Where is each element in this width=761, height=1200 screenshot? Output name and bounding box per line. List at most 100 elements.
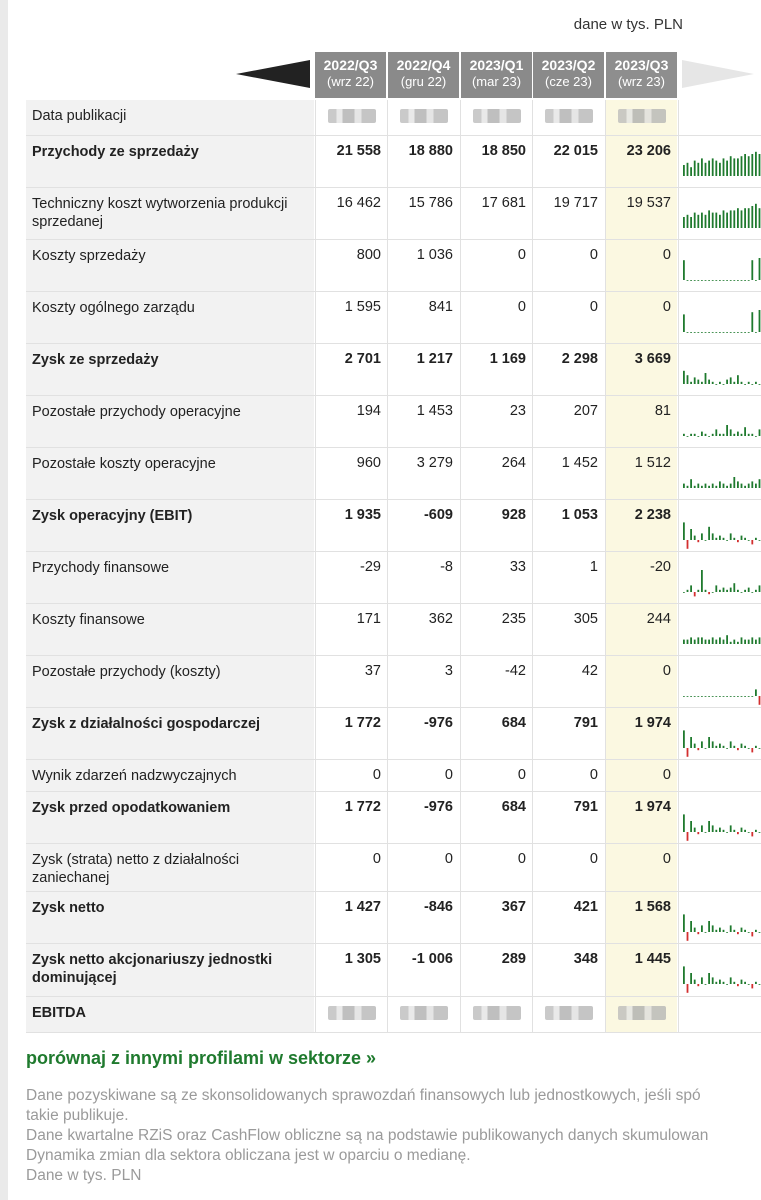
sparkline-bar [693,433,696,436]
sparkline-bar [729,696,732,697]
sparkline-bar [737,280,739,281]
sparkline-bar [697,162,700,176]
value-cell: 1 772 [315,708,387,759]
value-cell: 17 681 [460,188,532,239]
value-cell: 791 [532,708,604,759]
value-cell: 1 [532,552,604,603]
sparkline-bar [690,167,692,176]
sparkline-bar [737,375,739,384]
value-cell: -29 [315,552,387,603]
sparkline-bar [747,381,750,384]
sparkline-bar [722,587,725,592]
table-row: Zysk netto akcjonariuszy jednostki domin… [26,944,761,997]
value-cell: 305 [532,604,604,655]
sparkline-bar [711,381,714,384]
sparkline-bar [683,483,685,488]
sparkline-bar [701,825,703,832]
value-cell: 2 701 [315,344,387,395]
value-cell: -8 [387,552,459,603]
sparkline-bar [740,827,743,832]
value-cell: 0 [605,844,677,891]
value-cell: 15 786 [387,188,459,239]
sparkline-bar [697,932,700,935]
sparkline-bar [758,154,761,176]
sparkline-bar [740,332,743,333]
value-cell: 928 [460,500,532,551]
sparkline-bar [737,984,739,987]
sparkline-bar [690,921,692,932]
value-cell: 1 305 [315,944,387,996]
value-cell: 37 [315,656,387,707]
value-cell: 960 [315,448,387,499]
sparkline-bar [683,696,685,697]
sparkline-bar [755,332,757,333]
sparkline-bar [686,485,689,488]
sparkline-bar [711,158,714,176]
sparkline-bar [686,436,689,437]
sparkline-bar [747,639,750,644]
row-label: Przychody ze sprzedaży [26,136,314,187]
value-cell: 1 974 [605,708,677,759]
value-cell: 33 [460,552,532,603]
sparkline-bar [744,981,746,984]
value-cell: 22 015 [532,136,604,187]
sparkline-bar [686,748,689,757]
row-label: Pozostałe przychody (koszty) [26,656,314,707]
row-label: Przychody finansowe [26,552,314,603]
sparkline-bar [719,535,721,540]
compare-sector-link[interactable]: porównaj z innymi profilami w sektorze » [26,1048,377,1068]
sparkline-bar [751,984,754,989]
value-cell: 235 [460,604,532,655]
sparkline-bar [733,583,736,592]
sparkline-bar [686,162,689,176]
sparkline-bar [719,280,721,281]
sparkline-bar [683,966,685,984]
sparkline-cell [678,344,761,395]
column-quarter: 2023/Q2 [541,57,596,73]
sparkline-bar [755,436,757,437]
sparkline-bar [733,696,736,697]
next-period-arrow-icon[interactable] [682,60,754,88]
value-cell: 3 279 [387,448,459,499]
value-cell: 23 [460,396,532,447]
sparkline-bar [729,483,732,488]
sparkline-bar [697,280,700,281]
sparkline-bar [751,540,754,545]
sparkline-bar [704,984,707,985]
sparkline-bar [693,827,696,832]
sparkline-bar [755,589,757,592]
table-row: Zysk ze sprzedaży 2 701 1 217 1 169 2 298 3 6… [26,344,761,396]
sparkline-bar [690,529,692,540]
sparkline-bar [701,280,703,281]
sparkline-bar [755,745,757,748]
value-cell: 207 [532,396,604,447]
sparkline-bar [729,377,732,384]
sparkline-bar [726,696,728,697]
sparkline-bar [726,332,728,333]
sparkline-bar [697,984,700,987]
sparkline-bar [711,696,714,697]
value-cell: 2 238 [605,500,677,551]
value-cell: 0 [315,760,387,791]
sparkline-bar [693,696,696,697]
sparkline-bar [729,977,732,984]
blurred-value [315,997,387,1032]
sparkline-bar [726,832,728,833]
sparkline-bar [751,748,754,753]
sparkline-bar [733,332,736,333]
sparkline-cell [678,997,761,1032]
row-label: Techniczny koszt wytworzenia produkcji s… [26,188,314,239]
sparkline-bar [690,585,692,592]
sparkline-bar [719,743,721,748]
sparkline-bar [683,433,685,436]
sparkline-bar [729,587,732,592]
sparkline-bar [683,914,685,932]
sparkline-bar [729,741,732,748]
sparkline-bar [686,214,689,228]
sparkline-bar [701,332,703,333]
sparkline-bar [740,381,743,384]
prev-period-arrow-icon[interactable] [236,60,310,88]
sparkline-bar [733,381,736,384]
blurred-placeholder [617,109,666,123]
row-label: Zysk operacyjny (EBIT) [26,500,314,551]
